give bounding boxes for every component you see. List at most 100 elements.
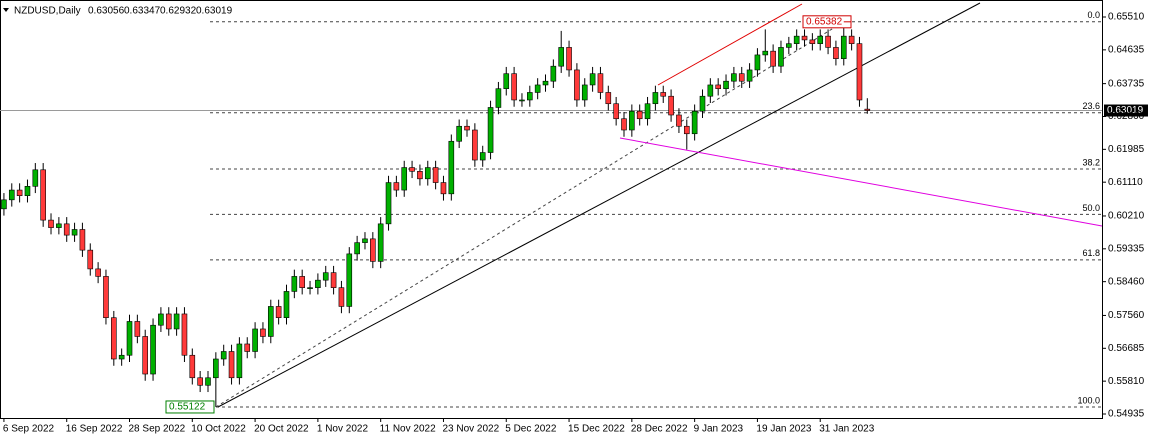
candle-body bbox=[683, 125, 690, 135]
candle-body bbox=[385, 182, 392, 225]
x-tick-label: 16 Sep 2022 bbox=[66, 424, 123, 435]
candle-body bbox=[652, 92, 659, 105]
candle-body bbox=[778, 47, 784, 67]
candle-body bbox=[440, 182, 447, 195]
candle-body bbox=[1, 199, 7, 210]
candle-body bbox=[401, 167, 408, 191]
candle-body bbox=[181, 313, 188, 356]
candle-body bbox=[315, 279, 321, 288]
y-tick-label: 0.60210 bbox=[1108, 211, 1145, 222]
x-tick-label: 28 Sep 2022 bbox=[129, 424, 186, 435]
channel-line bbox=[619, 137, 1103, 227]
candle-body bbox=[731, 73, 737, 82]
candle-body bbox=[793, 35, 800, 44]
y-tick-label: 0.58460 bbox=[1108, 276, 1145, 287]
candle-body bbox=[558, 47, 565, 67]
candle-body bbox=[534, 84, 541, 93]
candle-body bbox=[605, 92, 612, 105]
candle-body bbox=[574, 69, 580, 101]
candle-body bbox=[644, 103, 651, 120]
channel-line bbox=[657, 3, 803, 86]
x-tick-label: 1 Nov 2022 bbox=[317, 424, 369, 435]
candle-body bbox=[103, 276, 109, 319]
x-tick-label: 5 Dec 2022 bbox=[505, 424, 557, 435]
fib-label: 38.2 bbox=[1082, 157, 1100, 167]
candle-body bbox=[354, 242, 360, 255]
candle-body bbox=[150, 324, 156, 375]
candle-body bbox=[676, 114, 682, 127]
candle-body bbox=[228, 351, 235, 379]
candle-body bbox=[715, 84, 721, 90]
y-tick-label: 0.55810 bbox=[1108, 376, 1145, 387]
fib-label: 100.0 bbox=[1077, 395, 1100, 405]
x-tick-label: 31 Jan 2023 bbox=[819, 424, 874, 435]
candle-body bbox=[621, 118, 627, 131]
candle-body bbox=[801, 35, 808, 41]
candle-body bbox=[699, 95, 706, 112]
candle-body bbox=[213, 358, 219, 379]
candle-body bbox=[668, 95, 674, 116]
candle-body bbox=[291, 276, 298, 292]
candle-body bbox=[32, 169, 39, 187]
candle-body bbox=[299, 276, 305, 288]
candle-body bbox=[158, 313, 164, 326]
x-tick-label: 10 Oct 2022 bbox=[191, 424, 246, 435]
ohlc-low: 0.62932 bbox=[160, 6, 197, 17]
candle-body bbox=[809, 39, 816, 44]
y-tick-label: 0.59335 bbox=[1108, 243, 1145, 254]
candle-body bbox=[848, 35, 855, 44]
candle-body bbox=[283, 291, 290, 319]
candle-body bbox=[566, 47, 572, 71]
candle-body bbox=[503, 73, 510, 90]
y-tick-label: 0.61985 bbox=[1108, 144, 1145, 155]
candle-body bbox=[754, 54, 761, 71]
candle-body bbox=[448, 140, 455, 195]
x-tick-label: 19 Jan 2023 bbox=[756, 424, 811, 435]
candle-body bbox=[613, 103, 619, 120]
candle-body bbox=[550, 65, 557, 82]
candle-body bbox=[856, 43, 863, 101]
candle-body bbox=[165, 313, 172, 330]
candle-body bbox=[393, 182, 400, 191]
candle-body bbox=[252, 328, 258, 352]
y-tick-label: 0.63735 bbox=[1108, 78, 1145, 89]
candle-body bbox=[825, 35, 831, 48]
fib-label: 61.8 bbox=[1082, 248, 1100, 258]
y-tick-label: 0.61110 bbox=[1108, 177, 1143, 188]
x-tick-label: 9 Jan 2023 bbox=[694, 424, 744, 435]
ohlc-close: 0.63019 bbox=[196, 6, 233, 17]
candle-body bbox=[691, 110, 698, 135]
candle-body bbox=[244, 343, 251, 352]
candle-body bbox=[118, 354, 125, 360]
candle-body bbox=[581, 84, 588, 101]
current-price: 0.63019 bbox=[1107, 105, 1144, 116]
candle-body bbox=[786, 43, 792, 48]
candle-body bbox=[134, 321, 141, 337]
candle-body bbox=[409, 167, 415, 172]
candle-body bbox=[472, 129, 478, 161]
fib-label: 0.0 bbox=[1087, 10, 1100, 20]
ohlc-high: 0.63347 bbox=[124, 6, 161, 17]
candle-body bbox=[840, 35, 847, 59]
candle-body bbox=[111, 317, 117, 360]
candle-body bbox=[79, 229, 86, 251]
candle-body bbox=[417, 170, 423, 180]
candle-body bbox=[629, 110, 635, 131]
candle-body bbox=[479, 152, 486, 161]
candle-body bbox=[377, 223, 384, 262]
candle-body bbox=[330, 272, 337, 288]
candle-body bbox=[197, 377, 203, 386]
candle-body bbox=[346, 253, 353, 307]
fib-label: 50.0 bbox=[1082, 203, 1100, 213]
fib-low-label-box bbox=[165, 400, 215, 414]
candle-body bbox=[495, 88, 502, 108]
candle-body bbox=[205, 377, 211, 386]
candle-body bbox=[527, 92, 533, 101]
candle-body bbox=[63, 223, 70, 236]
candle-body bbox=[362, 238, 368, 243]
candle-body bbox=[24, 186, 31, 196]
candle-body bbox=[40, 169, 46, 221]
chart-title: NZDUSD,Daily bbox=[14, 6, 81, 17]
candle-body bbox=[173, 313, 180, 330]
